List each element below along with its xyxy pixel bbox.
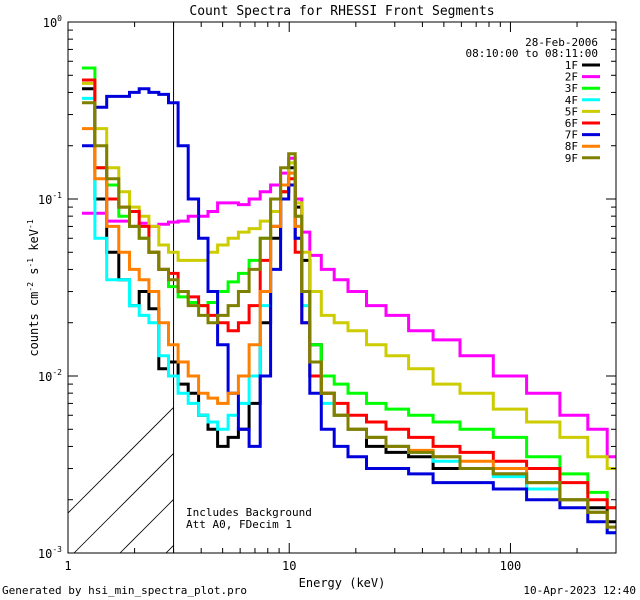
y-tick-label: 10-3 [38, 545, 62, 561]
x-tick-label: 10 [282, 559, 296, 573]
timestamp-label: 10-Apr-2023 12:40 [523, 584, 636, 597]
legend-label: 1F [565, 59, 578, 72]
y-axis-label: counts cm-2 s-1 keV-1 [26, 219, 41, 356]
plot-frame [67, 21, 617, 554]
hatch-line [396, 0, 640, 553]
hatch-line [442, 0, 640, 553]
hatch-line [350, 0, 640, 553]
hatch-line [68, 406, 174, 514]
time-range-label: 08:10:00 to 08:11:00 [466, 47, 598, 60]
hatch-line [580, 0, 640, 553]
y-tick-label: 100 [43, 14, 62, 30]
series-line-7F [82, 87, 616, 535]
axis-ticks [67, 21, 617, 554]
legend-label: 8F [565, 140, 578, 153]
x-tick-label: 100 [500, 559, 522, 573]
hatch-line [258, 0, 640, 553]
hatch-line [73, 452, 174, 553]
legend-label: 7F [565, 129, 578, 142]
y-tick-label: 10-1 [38, 191, 62, 207]
generated-by-label: Generated by hsi_min_spectra_plot.pro [2, 584, 248, 597]
legend-label: 6F [565, 117, 578, 130]
series-lines [82, 66, 616, 535]
legend-label: 3F [565, 82, 578, 95]
legend-label: 2F [565, 71, 578, 84]
note-attenuator: Att A0, FDecim 1 [186, 518, 292, 531]
series-line-9F [82, 101, 616, 529]
y-tick-labels: 10-3 10-2 10-1 100 [38, 14, 62, 561]
x-tick-label: 1 [64, 559, 71, 573]
hatch-line [119, 498, 174, 553]
note-background: Includes Background [186, 506, 312, 519]
series-line-5F [82, 81, 616, 470]
hatch-line [534, 0, 640, 553]
series-line-2F [82, 156, 616, 459]
x-tick-labels: 1 10 100 [64, 559, 521, 573]
y-tick-label: 10-2 [38, 368, 62, 384]
series-line-6F [82, 78, 616, 510]
legend-label: 9F [565, 152, 578, 165]
x-axis-label: Energy (keV) [299, 576, 386, 590]
legend-label: 5F [565, 105, 578, 118]
hatch-line [626, 0, 640, 553]
series-line-3F [82, 66, 616, 510]
hatch-line [304, 0, 640, 553]
date-label: 28-Feb-2006 [525, 36, 598, 49]
legend-label: 4F [565, 94, 578, 107]
chart-title: Count Spectra for RHESSI Front Segments [189, 4, 494, 19]
